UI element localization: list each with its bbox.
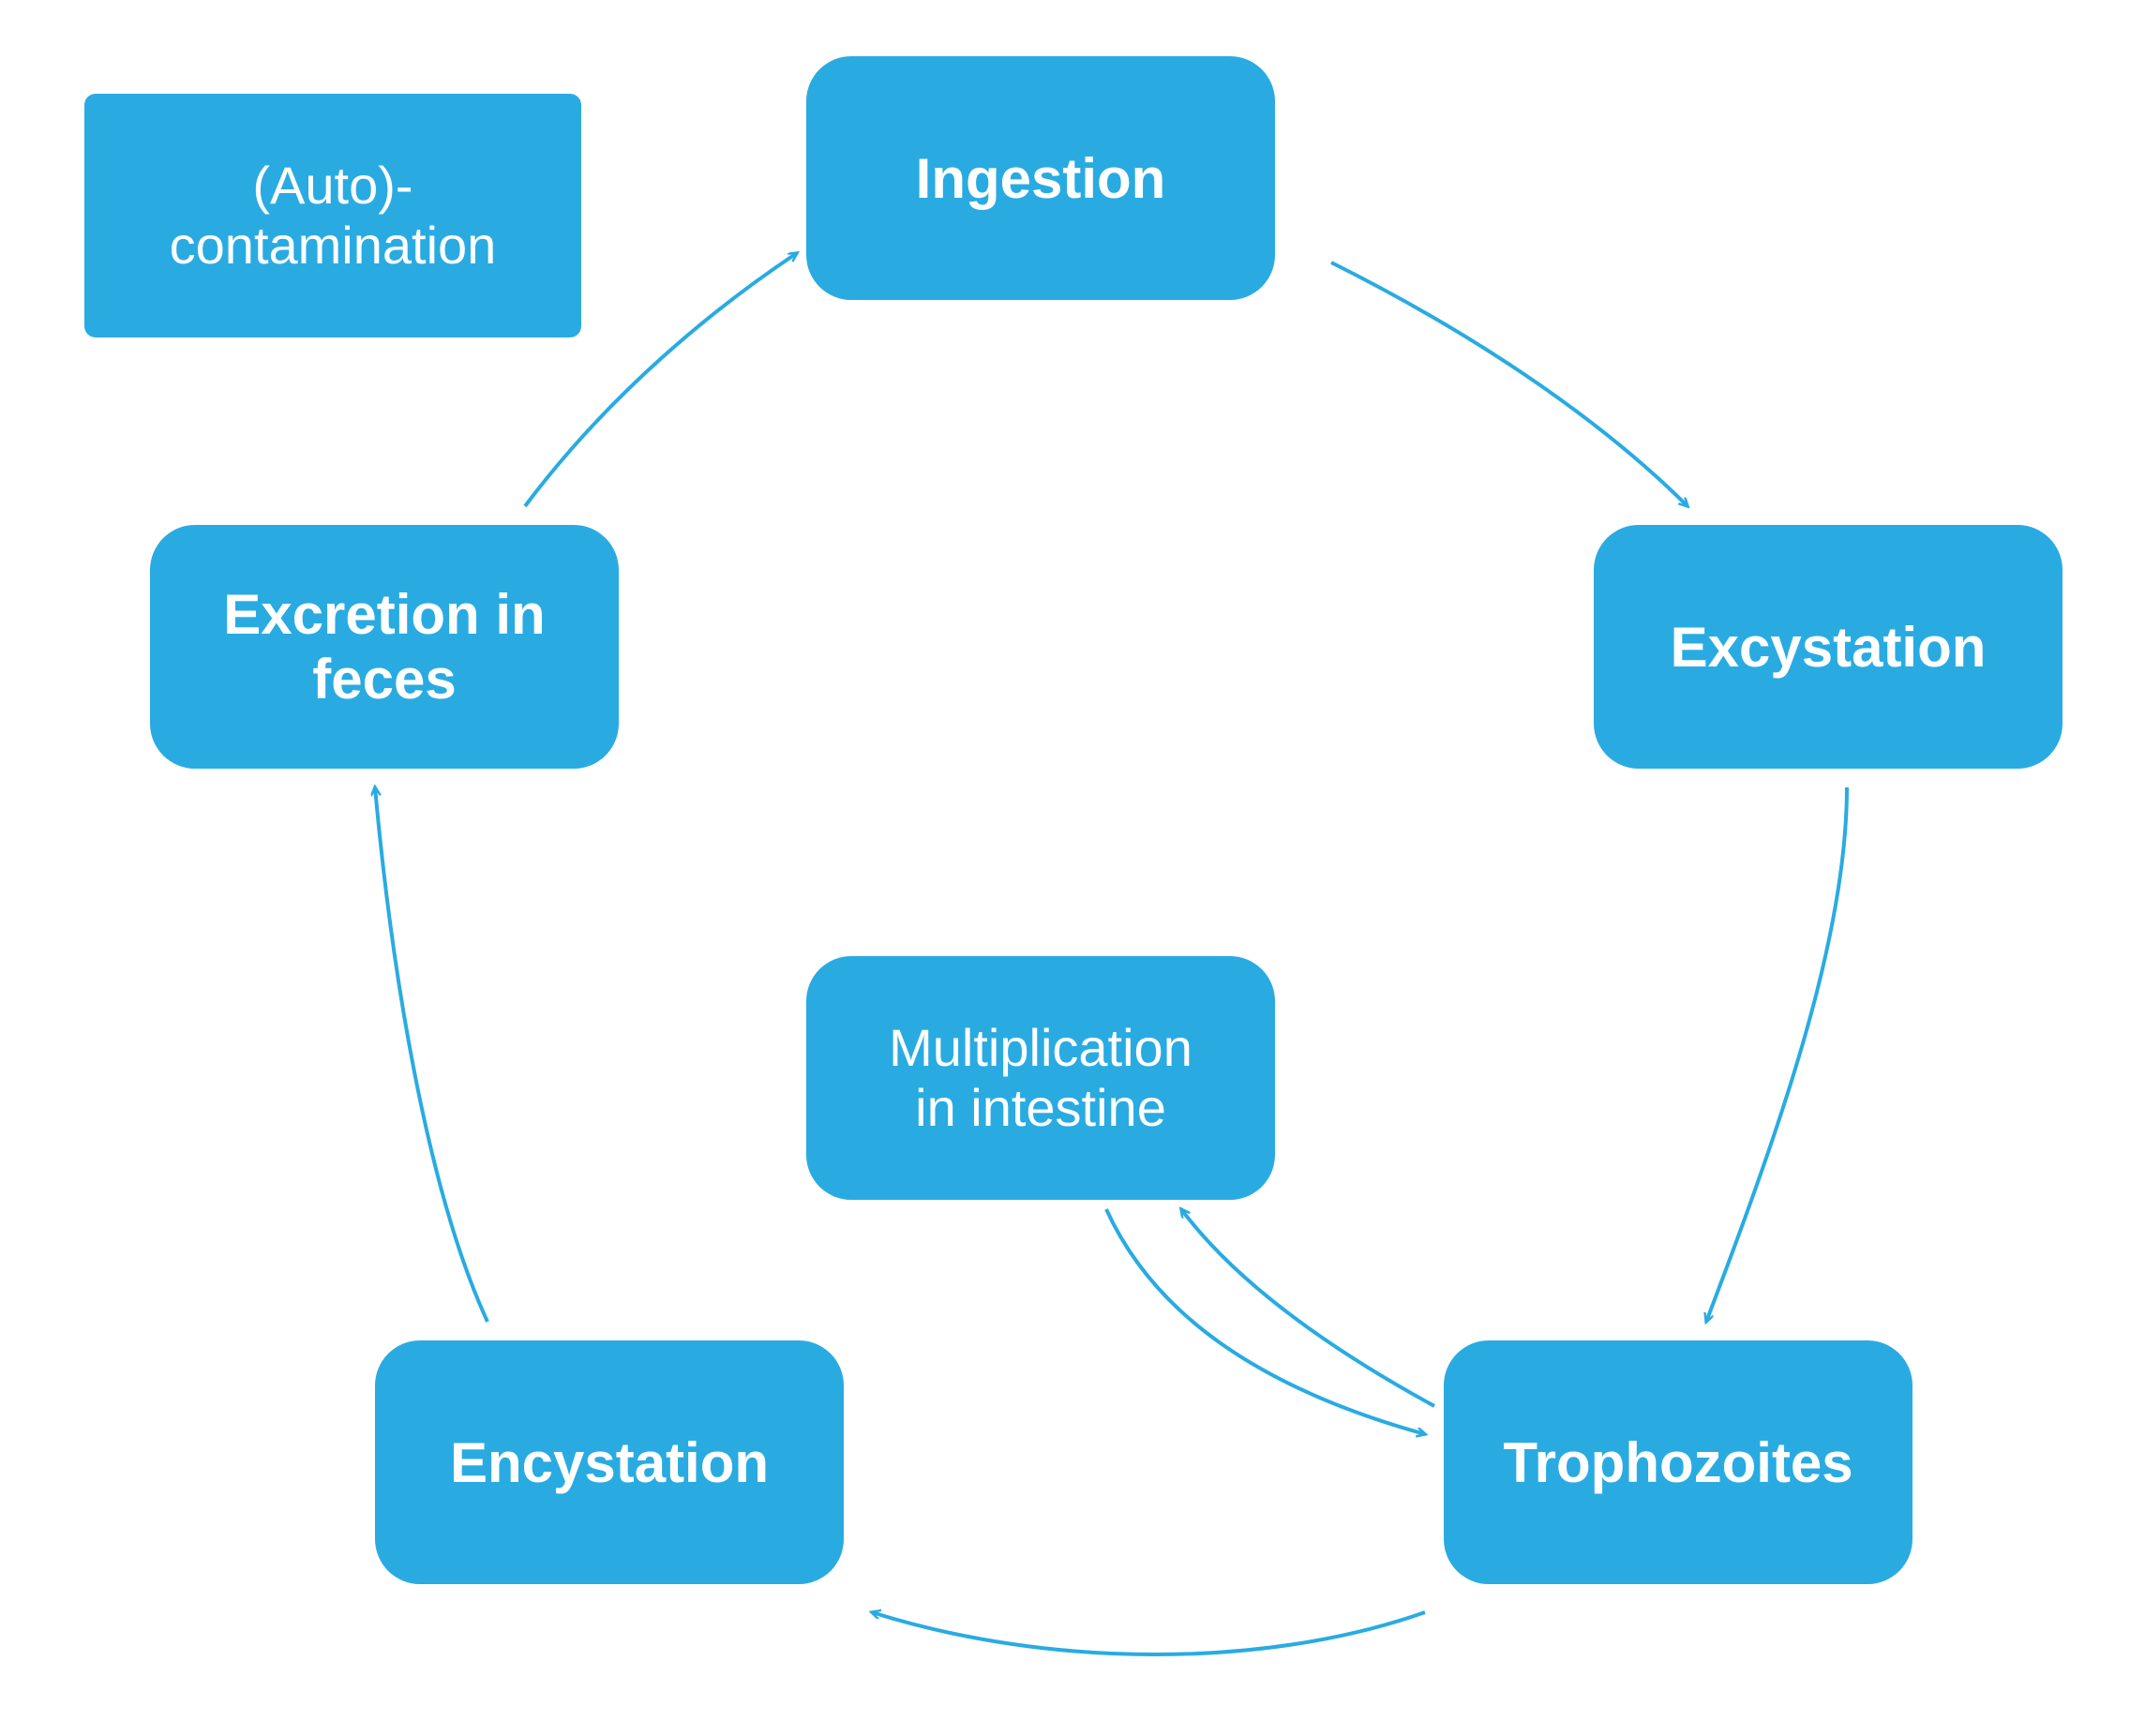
node-multiplication: Multiplication in intestine bbox=[806, 956, 1275, 1200]
node-ingestion: Ingestion bbox=[806, 56, 1275, 300]
edge-trophozoites-to-encystation bbox=[872, 1612, 1425, 1654]
edge-excystation-to-trophozoites bbox=[1706, 787, 1847, 1322]
node-excretion: Excretion in feces bbox=[150, 525, 619, 769]
diagram-canvas: Ingestion (Auto)- contamination Excystatio… bbox=[0, 0, 2130, 1736]
node-autocontamination: (Auto)- contamination bbox=[84, 94, 581, 337]
edge-ingestion-to-excystation bbox=[1331, 262, 1688, 506]
node-trophozoites: Trophozoites bbox=[1444, 1340, 1912, 1584]
edge-trophozoites-to-multiplication bbox=[1181, 1209, 1434, 1406]
edge-multiplication-to-trophozoites bbox=[1106, 1209, 1425, 1434]
node-encystation: Encystation bbox=[375, 1340, 844, 1584]
edge-encystation-to-excretion bbox=[375, 787, 488, 1322]
node-excystation: Excystation bbox=[1594, 525, 2062, 769]
